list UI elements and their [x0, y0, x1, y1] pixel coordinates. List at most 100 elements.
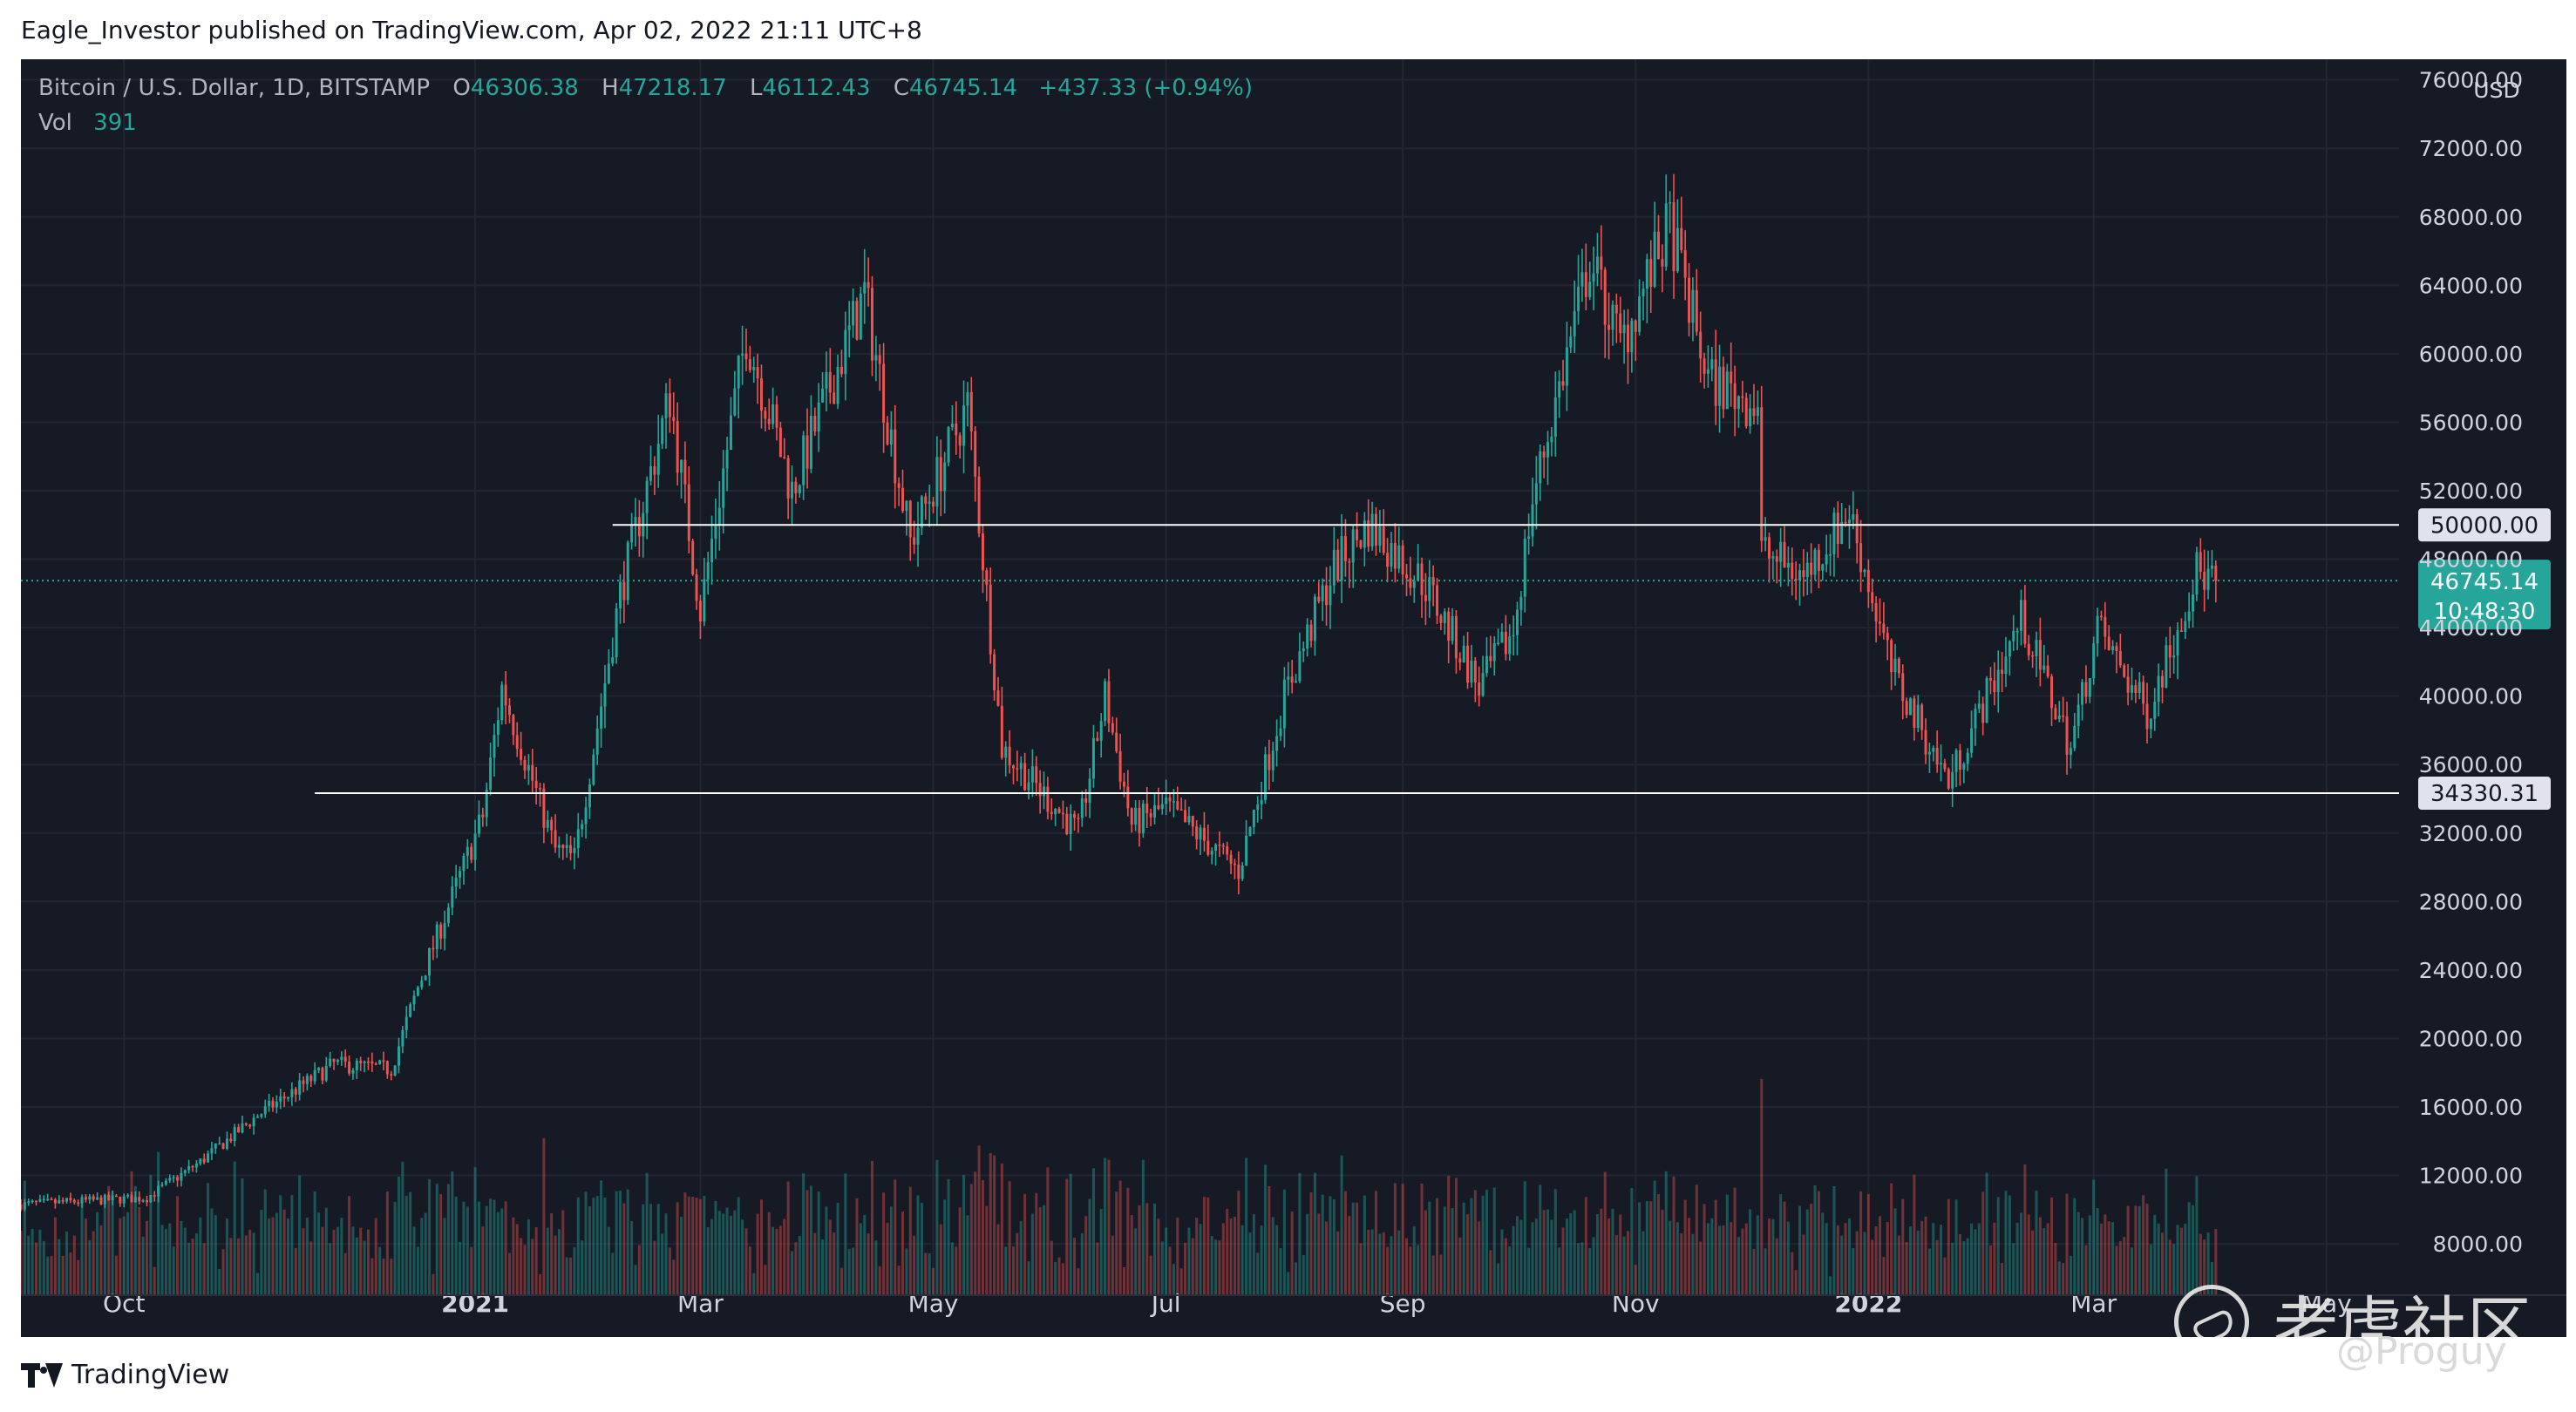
price-chart[interactable]: 50000.00 34330.31 46745.14 10:48:30 76000.0… — [21, 59, 2566, 1337]
candle-body — [1531, 504, 1534, 537]
candle-body — [1970, 728, 1974, 753]
volume-bar — [592, 1198, 595, 1295]
candle-body — [1783, 541, 1786, 568]
volume-bar — [1199, 1224, 1202, 1295]
chart-panel[interactable]: 50000.00 34330.31 46745.14 10:48:30 76000.0… — [21, 59, 2566, 1337]
open-label: O — [452, 75, 471, 101]
volume-bar — [981, 1180, 984, 1295]
volume-bar — [783, 1219, 786, 1295]
candle-body — [1630, 320, 1634, 353]
volume-bar — [1191, 1238, 1194, 1295]
candle-body — [1779, 541, 1783, 562]
candle-body — [1699, 331, 1703, 359]
volume-bar — [412, 1226, 416, 1295]
candle-body — [901, 487, 905, 512]
candle-body — [1428, 577, 1431, 601]
volume-bar — [637, 1245, 641, 1295]
candle-body — [363, 1061, 366, 1063]
volume-bar — [1397, 1230, 1401, 1295]
candle-body — [1940, 763, 1943, 765]
volume-bar — [446, 1184, 450, 1295]
x-tick-label: 2021 — [441, 1289, 509, 1318]
volume-bar — [385, 1191, 389, 1295]
volume-bar — [390, 1259, 393, 1295]
volume-bar — [1023, 1193, 1027, 1295]
candle-body — [1359, 540, 1363, 548]
volume-bar — [1050, 1240, 1053, 1295]
y-tick-label: 12000.00 — [2419, 1164, 2523, 1189]
symbol-label[interactable]: Bitcoin / U.S. Dollar, 1D, BITSTAMP — [38, 75, 431, 101]
volume-bar — [1378, 1233, 1382, 1295]
candle-body — [1512, 635, 1515, 637]
volume-bar — [859, 1223, 862, 1295]
candle-body — [1016, 768, 1019, 770]
candle-body — [664, 393, 668, 418]
candle-body — [554, 830, 557, 848]
y-tick-label: 40000.00 — [2419, 684, 2523, 709]
volume-bar — [1730, 1222, 1733, 1295]
candle-body — [1683, 249, 1687, 278]
volume-bar — [462, 1201, 466, 1295]
candle-body — [817, 402, 820, 431]
volume-bar — [459, 1241, 462, 1295]
volume-bar — [924, 1252, 928, 1295]
volume-bar — [1874, 1225, 1878, 1295]
volume-bar — [1565, 1218, 1568, 1295]
volume-bar — [164, 1228, 167, 1295]
candle-body — [2012, 630, 2015, 642]
volume-bar — [1424, 1210, 1427, 1295]
volume-bar — [1523, 1181, 1526, 1295]
volume-bar — [1038, 1207, 1042, 1295]
candle-body — [1084, 798, 1088, 803]
candle-body — [199, 1158, 202, 1164]
candle-body — [412, 995, 416, 1005]
volume-bar — [2062, 1263, 2065, 1295]
volume-bar — [428, 1178, 432, 1295]
volume-bar — [1160, 1241, 1164, 1295]
volume-bar — [1981, 1191, 1985, 1295]
volume-bar — [2145, 1203, 2149, 1295]
candle-body — [932, 501, 935, 507]
candle-body — [1996, 669, 2000, 693]
candle-body — [1897, 658, 1900, 674]
volume-bar — [1630, 1187, 1634, 1295]
volume-bar — [1916, 1230, 1920, 1295]
volume-bar — [908, 1186, 912, 1295]
volume-bar — [759, 1199, 763, 1295]
volume-bar — [191, 1239, 194, 1295]
volume-bar — [817, 1191, 820, 1295]
footer-brand[interactable]: TradingView — [21, 1360, 229, 1390]
volume-bar — [263, 1189, 267, 1295]
candle-body — [1184, 810, 1187, 823]
candle-body — [1813, 549, 1817, 575]
candle-body — [221, 1143, 225, 1150]
volume-bar — [554, 1235, 557, 1295]
candle-body — [1104, 681, 1107, 722]
volume-bar — [1703, 1204, 1706, 1295]
volume-bar — [1905, 1242, 1908, 1295]
candle-body — [1157, 804, 1160, 810]
volume-bar — [687, 1196, 690, 1295]
volume-bar — [2199, 1233, 2202, 1295]
volume-bar — [1279, 1247, 1282, 1295]
volume-bar — [2118, 1241, 2122, 1295]
volume-bar — [756, 1213, 759, 1295]
volume-bar — [1104, 1157, 1107, 1295]
volume-bar — [626, 1189, 629, 1295]
volume-bar — [874, 1240, 878, 1295]
candle-body — [1382, 526, 1385, 553]
volume-bar — [1149, 1255, 1152, 1295]
volume-bar — [1054, 1262, 1057, 1295]
candle-body — [1966, 752, 1969, 764]
volume-bar — [1240, 1225, 1244, 1295]
candle-body — [1661, 259, 1664, 267]
candle-body — [1603, 269, 1607, 325]
volume-bar — [329, 1243, 332, 1295]
volume-label[interactable]: Vol — [38, 110, 72, 136]
volume-bar — [775, 1229, 778, 1295]
candle-body — [1852, 514, 1855, 520]
candle-body — [1424, 594, 1427, 601]
candle-body — [2008, 641, 2011, 657]
volume-bar — [2192, 1205, 2195, 1295]
volume-bar — [1115, 1191, 1118, 1295]
